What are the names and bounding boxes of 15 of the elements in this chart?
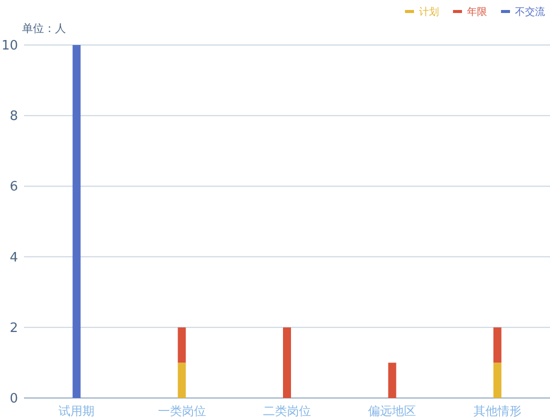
y-tick-label: 4 (10, 250, 18, 266)
legend-label: 不交流 (515, 6, 545, 18)
x-tick-label: 偏远地区 (368, 404, 416, 418)
legend-label: 年限 (467, 6, 487, 18)
y-tick-label: 10 (1, 38, 18, 54)
y-axis-title: 单位：人 (22, 22, 66, 35)
x-tick-label: 其他情形 (473, 404, 522, 418)
x-tick-label: 试用期 (58, 404, 95, 418)
x-tick-label: 二类岗位 (263, 404, 311, 418)
y-tick-label: 8 (10, 109, 18, 124)
legend-label: 计划 (419, 6, 439, 18)
y-tick-label: 0 (10, 392, 18, 406)
y-tick-label: 2 (10, 320, 18, 336)
x-tick-label: 一类岗位 (158, 404, 206, 418)
y-tick-label: 6 (10, 180, 18, 195)
